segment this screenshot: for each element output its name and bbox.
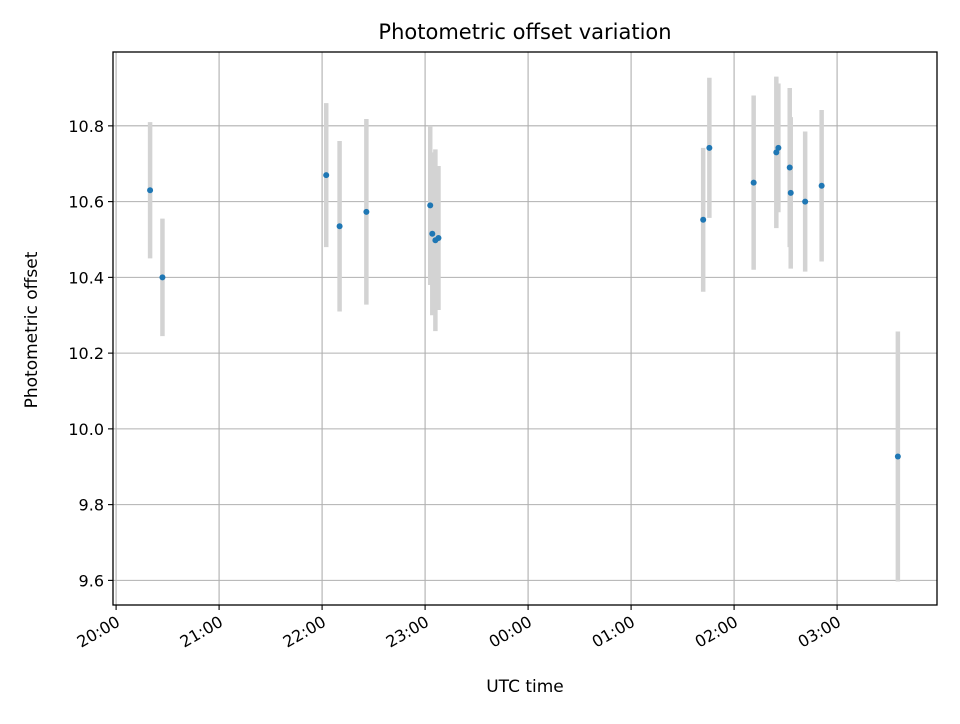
data-point: [147, 187, 154, 194]
plot-area-frame: [112, 51, 938, 606]
data-point: [429, 230, 436, 237]
data-point: [787, 189, 794, 196]
data-points: [147, 144, 901, 460]
data-point: [802, 198, 809, 205]
data-point: [786, 164, 793, 171]
data-point: [427, 202, 434, 209]
data-point: [750, 179, 757, 186]
chart-title: Photometric offset variation: [378, 20, 671, 44]
data-point: [159, 274, 166, 281]
data-point: [435, 234, 442, 241]
data-point: [773, 149, 780, 156]
data-point: [323, 172, 330, 179]
data-point: [336, 223, 343, 230]
y-tick-label: 10.2: [68, 344, 104, 363]
y-axis-ticks: 9.6 9.8 10.0 10.2 10.4 10.6 10.8: [68, 117, 113, 590]
y-axis-title: Photometric offset: [22, 251, 42, 408]
data-point: [363, 208, 370, 215]
y-tick-label: 9.8: [79, 496, 104, 515]
y-tick-label: 9.6: [79, 571, 104, 590]
data-point: [700, 216, 707, 223]
data-point: [706, 144, 713, 151]
data-point: [775, 144, 782, 151]
y-tick-label: 10.0: [68, 420, 104, 439]
data-point: [818, 182, 825, 189]
grid-lines: [113, 52, 937, 605]
data-point: [894, 453, 901, 460]
y-tick-label: 10.8: [68, 117, 104, 136]
y-tick-label: 10.4: [68, 268, 104, 287]
y-tick-label: 10.6: [68, 193, 104, 212]
x-axis-title: UTC time: [486, 677, 564, 697]
